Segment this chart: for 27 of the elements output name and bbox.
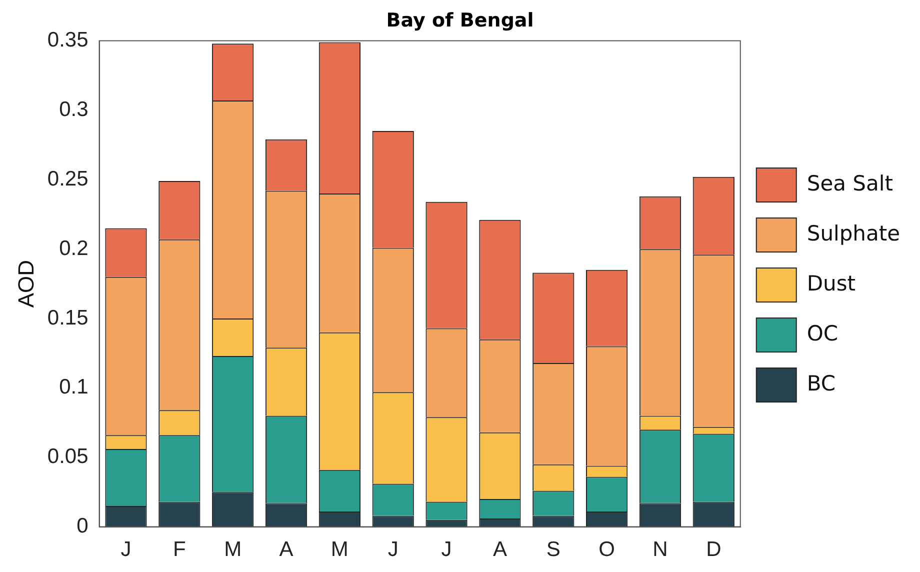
legend-label: Sea Salt	[806, 171, 893, 196]
y-tick-label: 0	[76, 514, 88, 538]
x-tick-label: S	[546, 538, 560, 562]
x-tick-label: M	[224, 538, 242, 562]
x-tick-label: A	[492, 538, 507, 562]
x-tick-label: F	[172, 538, 186, 562]
x-tick-label: N	[652, 538, 668, 562]
y-tick-label: 0.1	[59, 376, 88, 399]
x-tick-label: D	[706, 538, 722, 562]
chart-title: Bay of Bengal	[386, 9, 534, 32]
x-tick-label: J	[441, 538, 452, 562]
y-tick-label: 0.25	[47, 167, 88, 190]
y-tick-label: 0.05	[47, 445, 88, 468]
legend-label: OC	[806, 321, 838, 346]
y-axis-title: AOD	[13, 260, 38, 308]
y-tick-label: 0.3	[59, 98, 88, 122]
y-tick-label: 0.2	[59, 236, 88, 260]
x-tick-label: J	[120, 538, 132, 562]
legend-label: Sulphate	[806, 221, 900, 246]
y-tick-label: 0.15	[47, 306, 88, 330]
y-tick-label: 0.35	[47, 28, 88, 52]
legend-label: Dust	[806, 271, 856, 296]
x-tick-label: A	[279, 538, 294, 562]
x-tick-label: M	[330, 538, 348, 562]
x-tick-label: J	[388, 538, 398, 562]
x-tick-label: O	[598, 538, 615, 562]
legend-label: BC	[806, 371, 836, 396]
